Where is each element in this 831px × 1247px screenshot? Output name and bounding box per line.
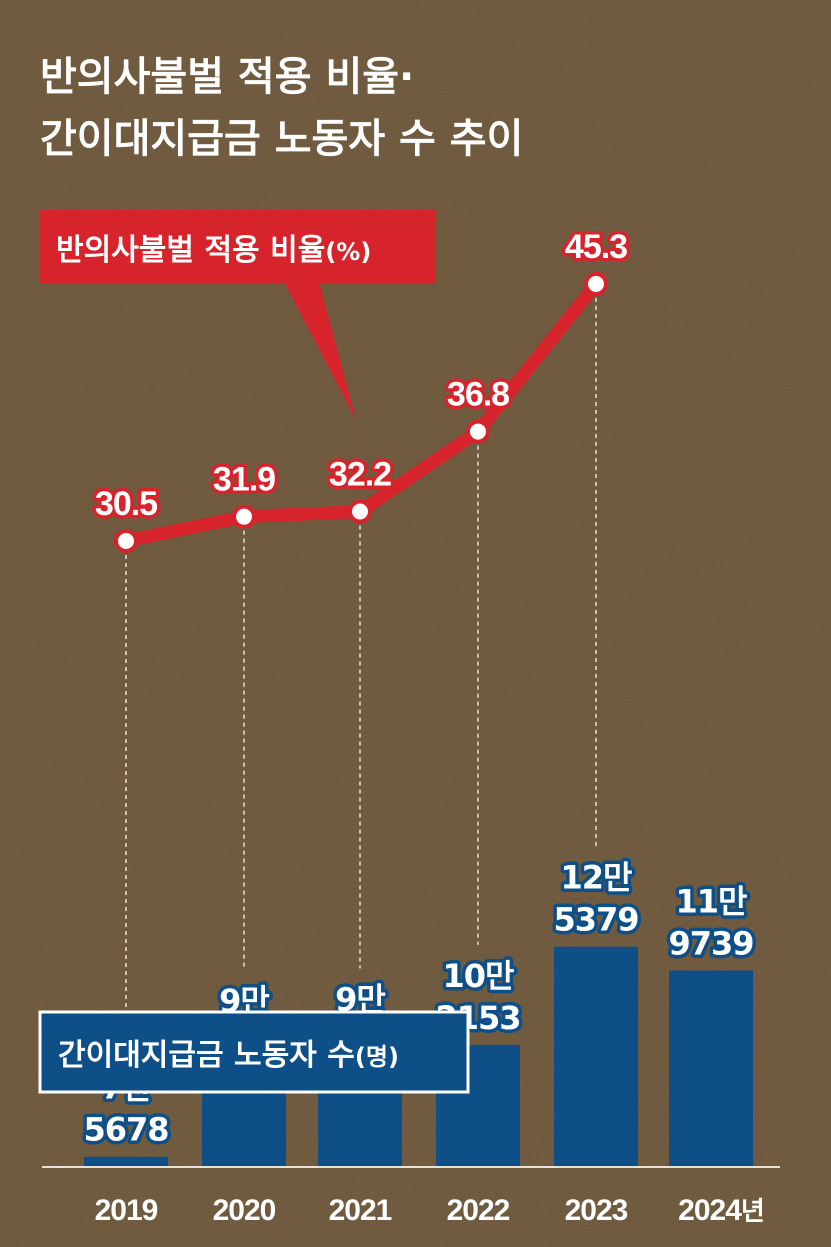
bar-2024년 <box>669 970 753 1167</box>
rate-point <box>114 529 138 553</box>
bar-legend-unit: (명) <box>355 1043 399 1071</box>
rate-label: 31.9 <box>213 461 275 499</box>
callout-pointer <box>282 278 356 420</box>
rate-point <box>584 271 608 296</box>
count-label-line1: 11만 <box>676 882 748 920</box>
x-tick-suffix: 년 <box>741 1197 764 1227</box>
x-tick-label: 2024년 <box>678 1194 764 1227</box>
count-label-line2: 5678 <box>83 1111 168 1149</box>
x-tick-label: 2020 <box>213 1194 276 1227</box>
count-label-line2: 5379 <box>553 901 638 939</box>
x-axis: 2019 2020 2021 2022 2023 2024년 <box>95 1194 765 1227</box>
x-tick-label: 2021 <box>329 1194 392 1227</box>
chart-title-line-2: 간이대지급금 노동자 수 추이 <box>40 116 523 162</box>
count-label-line1: 10만 <box>443 957 515 995</box>
bar-legend-box <box>38 1010 470 1094</box>
count-label-line1: 12만 <box>561 859 633 897</box>
line-series <box>114 271 608 553</box>
bar-legend-text: 간이대지급금 노동자 수(명) <box>58 1038 399 1073</box>
line-legend-box <box>40 210 436 284</box>
x-tick-label: 2019 <box>95 1194 158 1227</box>
bar-2023 <box>554 946 638 1167</box>
line-legend-unit: (%) <box>325 238 371 266</box>
rate-label: 45.3 <box>565 228 627 266</box>
rate-label: 36.8 <box>447 376 509 414</box>
chart-title-line-1: 반의사불벌 적용 비율· <box>40 54 414 100</box>
bar-legend: 간이대지급금 노동자 수(명) <box>38 1010 470 1094</box>
rate-point <box>232 504 256 529</box>
bar-legend-label: 간이대지급금 노동자 수 <box>58 1038 355 1073</box>
x-tick-label: 2022 <box>447 1194 510 1227</box>
guide-lines <box>125 297 597 1057</box>
x-tick-label: 2023 <box>565 1194 628 1227</box>
rate-label: 30.5 <box>95 485 157 523</box>
line-legend-text: 반의사불벌 적용 비율(%) <box>56 233 371 268</box>
rate-label: 32.2 <box>329 455 391 493</box>
rate-point <box>466 419 490 444</box>
rate-point <box>348 499 372 524</box>
count-label-line2: 9739 <box>668 924 753 962</box>
line-legend-label: 반의사불벌 적용 비율 <box>56 233 325 268</box>
line-legend-callout: 반의사불벌 적용 비율(%) <box>40 210 436 420</box>
bar-2019 <box>84 1156 168 1167</box>
